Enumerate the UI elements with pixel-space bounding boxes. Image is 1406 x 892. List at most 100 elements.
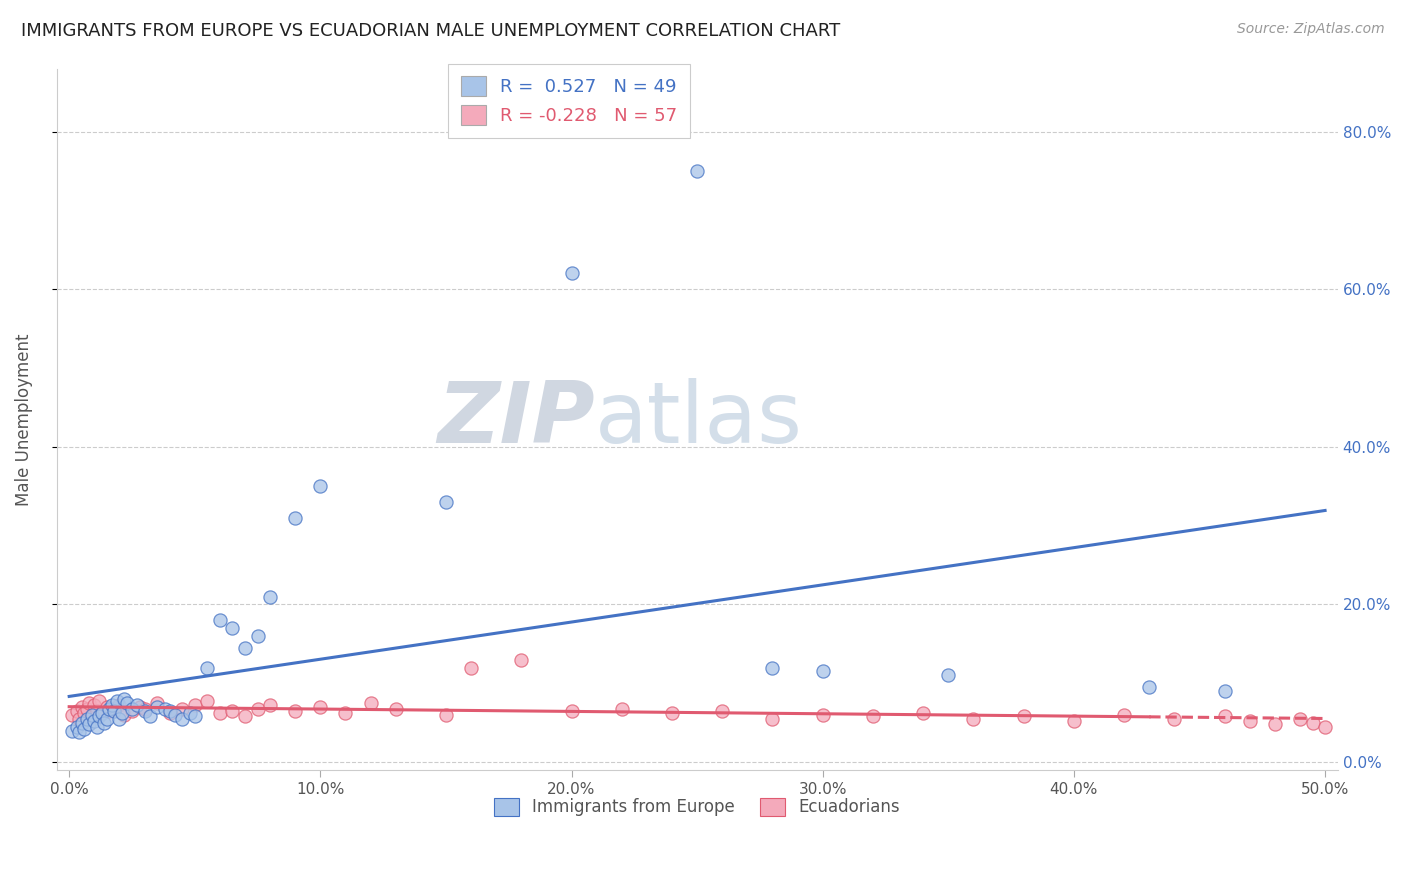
- Point: [138, 709, 160, 723]
- Point: [184, 698, 207, 713]
- Point: [1213, 684, 1236, 698]
- Point: [83, 698, 105, 713]
- Point: [60, 707, 83, 722]
- Point: [510, 653, 533, 667]
- Point: [179, 706, 201, 721]
- Point: [103, 701, 125, 715]
- Point: [360, 696, 382, 710]
- Point: [80, 709, 103, 723]
- Point: [128, 700, 150, 714]
- Text: IMMIGRANTS FROM EUROPE VS ECUADORIAN MALE UNEMPLOYMENT CORRELATION CHART: IMMIGRANTS FROM EUROPE VS ECUADORIAN MAL…: [21, 22, 841, 40]
- Point: [73, 722, 96, 736]
- Point: [309, 479, 332, 493]
- Point: [96, 700, 118, 714]
- Point: [121, 704, 143, 718]
- Point: [434, 495, 457, 509]
- Point: [80, 707, 103, 722]
- Point: [460, 660, 482, 674]
- Point: [233, 640, 256, 655]
- Point: [434, 707, 457, 722]
- Point: [115, 696, 138, 710]
- Point: [184, 709, 207, 723]
- Point: [1264, 717, 1286, 731]
- Point: [1302, 715, 1324, 730]
- Point: [761, 712, 783, 726]
- Point: [962, 712, 984, 726]
- Point: [610, 701, 633, 715]
- Point: [246, 629, 269, 643]
- Point: [1012, 709, 1035, 723]
- Point: [246, 701, 269, 715]
- Point: [284, 704, 307, 718]
- Point: [125, 698, 148, 713]
- Point: [560, 704, 582, 718]
- Point: [89, 693, 111, 707]
- Point: [221, 621, 243, 635]
- Point: [112, 692, 135, 706]
- Point: [936, 668, 959, 682]
- Text: ZIP: ZIP: [437, 377, 595, 461]
- Point: [76, 712, 98, 726]
- Point: [70, 700, 93, 714]
- Point: [1289, 712, 1312, 726]
- Point: [134, 704, 156, 718]
- Point: [108, 712, 131, 726]
- Point: [661, 706, 683, 721]
- Point: [90, 706, 112, 721]
- Point: [86, 720, 108, 734]
- Point: [1114, 707, 1136, 722]
- Point: [1137, 680, 1160, 694]
- Point: [208, 613, 231, 627]
- Point: [83, 714, 105, 728]
- Point: [159, 706, 181, 721]
- Point: [761, 660, 783, 674]
- Point: [105, 693, 128, 707]
- Point: [153, 701, 176, 715]
- Point: [560, 267, 582, 281]
- Point: [1063, 714, 1085, 728]
- Point: [811, 665, 834, 679]
- Point: [77, 717, 100, 731]
- Point: [195, 693, 218, 707]
- Point: [103, 704, 125, 718]
- Point: [111, 706, 134, 721]
- Point: [98, 704, 121, 718]
- Point: [66, 704, 89, 718]
- Point: [89, 709, 111, 723]
- Point: [1313, 720, 1336, 734]
- Point: [686, 164, 709, 178]
- Point: [146, 696, 169, 710]
- Point: [146, 700, 169, 714]
- Point: [1163, 712, 1185, 726]
- Point: [862, 709, 884, 723]
- Point: [67, 712, 90, 726]
- Point: [86, 704, 108, 718]
- Point: [121, 701, 143, 715]
- Point: [108, 698, 131, 713]
- Point: [77, 696, 100, 710]
- Point: [134, 701, 156, 715]
- Point: [98, 701, 121, 715]
- Point: [76, 701, 98, 715]
- Point: [172, 701, 194, 715]
- Point: [172, 712, 194, 726]
- Point: [233, 709, 256, 723]
- Point: [101, 698, 124, 713]
- Point: [70, 715, 93, 730]
- Point: [259, 590, 281, 604]
- Y-axis label: Male Unemployment: Male Unemployment: [15, 333, 32, 506]
- Point: [284, 510, 307, 524]
- Point: [221, 704, 243, 718]
- Point: [112, 707, 135, 722]
- Point: [163, 707, 186, 722]
- Point: [96, 712, 118, 726]
- Point: [93, 715, 115, 730]
- Point: [335, 706, 357, 721]
- Point: [259, 698, 281, 713]
- Text: Source: ZipAtlas.com: Source: ZipAtlas.com: [1237, 22, 1385, 37]
- Point: [912, 706, 935, 721]
- Point: [90, 706, 112, 721]
- Point: [711, 704, 734, 718]
- Point: [66, 720, 89, 734]
- Point: [309, 700, 332, 714]
